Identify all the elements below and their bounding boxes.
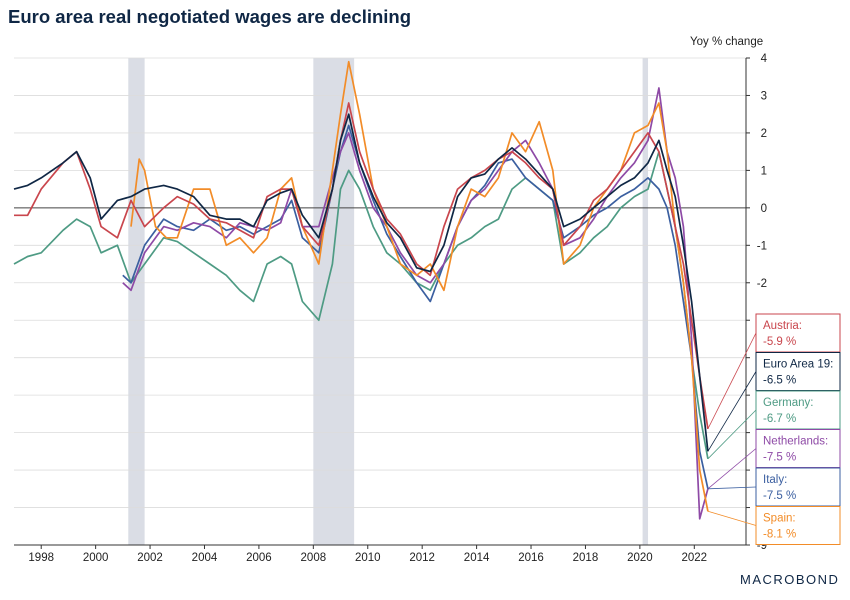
brand-logo: MACROBOND <box>740 572 840 587</box>
label-leader-line <box>707 371 757 452</box>
series-value-label: -6.5 % <box>763 375 796 387</box>
end-labels: Austria: -5.9 % Euro Area 19: -6.5 % Germany… <box>707 313 841 545</box>
label-leader-line <box>707 409 757 460</box>
recession-bands <box>128 58 649 545</box>
x-tick-label: 2016 <box>518 552 544 564</box>
label-box <box>755 390 841 430</box>
y-tick-label: -2 <box>757 278 767 290</box>
label-leader-line <box>707 486 757 490</box>
unit-label: Yoy % change <box>690 36 764 48</box>
x-tick-label: 2014 <box>464 552 490 564</box>
x-tick-label: 2002 <box>137 552 163 564</box>
y-tick-label: 2 <box>761 128 767 140</box>
series-value-label: -6.7 % <box>763 413 796 425</box>
series-name-label: Austria: <box>763 320 802 332</box>
label-box <box>755 429 841 468</box>
x-tick-label: 2006 <box>246 552 272 564</box>
recession-band <box>642 58 649 545</box>
series-value-label: -5.9 % <box>763 336 796 348</box>
x-tick-label: 2000 <box>83 552 109 564</box>
series-lines <box>13 60 709 520</box>
recession-band <box>313 58 355 545</box>
label-leader-line <box>707 448 757 490</box>
x-tick-label: 2020 <box>627 552 653 564</box>
series-name-label: Netherlands: <box>763 436 828 448</box>
label-leader-line <box>707 332 757 430</box>
x-tick-label: 2012 <box>409 552 435 564</box>
x-tick-label: 2018 <box>573 552 599 564</box>
series-name-label: Euro Area 19: <box>763 359 833 371</box>
series-value-label: -7.5 % <box>763 452 796 464</box>
series-line-austria <box>14 102 709 430</box>
series-value-label: -7.5 % <box>763 490 796 502</box>
label-box <box>755 506 841 545</box>
y-tick-label: -9 <box>757 540 767 552</box>
y-tick-label: 4 <box>761 53 768 65</box>
axes: 43210-1-2-3-4-5-6-7-8-919982000200220042… <box>14 53 768 564</box>
y-tick-label: 3 <box>761 90 767 102</box>
label-leader-line <box>707 510 757 526</box>
series-line-germany <box>13 150 709 459</box>
x-tick-label: 2010 <box>355 552 381 564</box>
series-name-label: Spain: <box>763 513 796 525</box>
x-tick-label: 2022 <box>682 552 708 564</box>
y-tick-label: -1 <box>757 240 767 252</box>
series-line-euro-area-19 <box>13 113 709 452</box>
series-line-netherlands <box>122 87 709 520</box>
recession-band <box>128 58 145 545</box>
series-name-label: Italy: <box>763 474 787 486</box>
label-box <box>755 313 841 353</box>
x-tick-label: 2004 <box>192 552 218 564</box>
series-value-label: -8.1 % <box>763 529 796 541</box>
chart-title: Euro area real negotiated wages are decl… <box>8 6 412 27</box>
label-box <box>755 467 841 507</box>
y-tick-label: 1 <box>761 165 767 177</box>
series-name-label: Germany: <box>763 397 814 409</box>
y-tick-label: 0 <box>761 203 767 215</box>
x-tick-label: 1998 <box>28 552 54 564</box>
x-tick-label: 2008 <box>301 552 327 564</box>
